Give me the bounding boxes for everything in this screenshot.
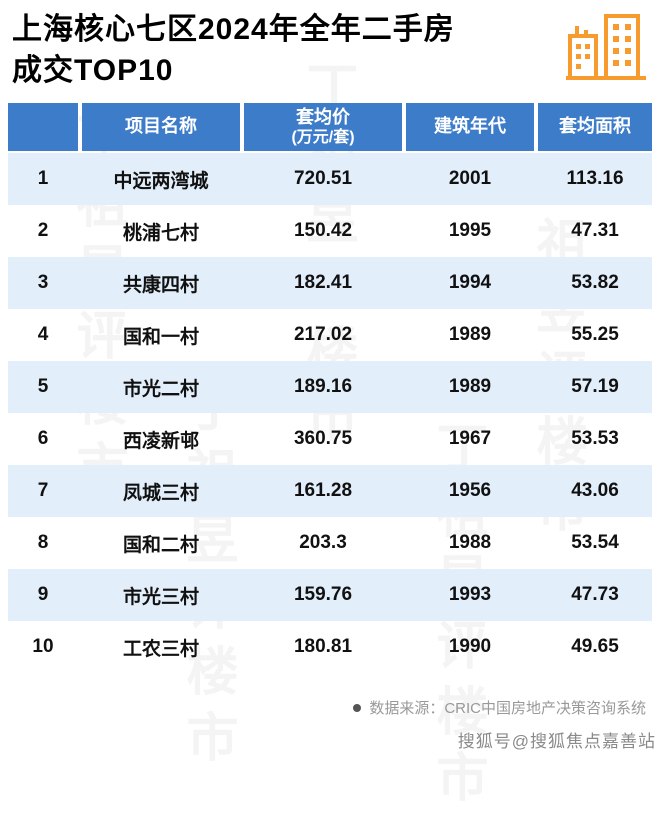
name-cell: 国和一村 [122, 326, 199, 348]
area-cell: 57.19 [571, 376, 619, 397]
rank-cell: 9 [37, 584, 49, 605]
year-cell: 2001 [448, 168, 492, 189]
name-cell: 国和二村 [122, 534, 199, 556]
year-cell: 1989 [448, 376, 492, 397]
name-cell: 凤城三村 [122, 482, 199, 504]
year-cell: 1988 [448, 532, 492, 553]
name-cell: 市光三村 [122, 586, 199, 608]
area-cell: 47.73 [571, 584, 619, 605]
rank-cell: 6 [37, 428, 49, 449]
year-cell: 1993 [448, 584, 492, 605]
top10-table: 项目名称 套均价 (万元/套) 建筑年代 套均面积 1 中远两湾城 720.51… [0, 103, 660, 673]
price-cell: 189.16 [293, 376, 353, 397]
table-row: 1 中远两湾城 720.51 2001 113.16 [8, 153, 652, 205]
table-row: 9 市光三村 159.76 1993 47.73 [8, 569, 652, 621]
year-cell: 1956 [448, 480, 492, 501]
name-cell: 桃浦七村 [122, 222, 199, 244]
area-cell: 43.06 [571, 480, 619, 501]
column-header-area-label: 套均面积 [559, 116, 631, 137]
header: 上海核心七区2024年全年二手房 成交TOP10 [0, 0, 660, 91]
rank-cell: 2 [37, 220, 49, 241]
column-header-year-label: 建筑年代 [434, 116, 506, 137]
column-header-price: 套均价 (万元/套) [244, 103, 402, 151]
name-cell: 西凌新邨 [122, 430, 199, 452]
page-title: 上海核心七区2024年全年二手房 成交TOP10 [12, 10, 648, 91]
table-row: 4 国和一村 217.02 1989 55.25 [8, 309, 652, 361]
rank-cell: 5 [37, 376, 49, 397]
price-cell: 159.76 [293, 584, 353, 605]
year-cell: 1967 [448, 428, 492, 449]
column-header-year: 建筑年代 [406, 103, 534, 151]
price-cell: 161.28 [293, 480, 353, 501]
table-row: 8 国和二村 203.3 1988 53.54 [8, 517, 652, 569]
rank-cell: 10 [32, 636, 54, 657]
year-cell: 1995 [448, 220, 492, 241]
data-source-line: 数据来源：CRIC中国房地产决策咨询系统 [0, 697, 660, 718]
area-cell: 55.25 [571, 324, 619, 345]
table-row: 5 市光二村 189.16 1989 57.19 [8, 361, 652, 413]
price-cell: 360.75 [293, 428, 353, 449]
price-cell: 150.42 [293, 220, 353, 241]
area-cell: 49.65 [571, 636, 619, 657]
column-header-name: 项目名称 [82, 103, 240, 151]
rank-cell: 3 [37, 272, 49, 293]
name-cell: 共康四村 [122, 274, 199, 296]
table-row: 2 桃浦七村 150.42 1995 47.31 [8, 205, 652, 257]
area-cell: 53.82 [571, 272, 619, 293]
rank-cell: 7 [37, 480, 49, 501]
price-cell: 217.02 [293, 324, 353, 345]
buildings-icon [566, 14, 646, 80]
column-header-rank [8, 103, 78, 151]
rank-cell: 8 [37, 532, 49, 553]
data-source-text: 数据来源：CRIC中国房地产决策咨询系统 [369, 700, 646, 717]
bullet-dot-icon [353, 703, 362, 712]
name-cell: 工农三村 [122, 638, 199, 660]
area-cell: 113.16 [566, 168, 624, 189]
year-cell: 1990 [448, 636, 492, 657]
area-cell: 53.53 [571, 428, 619, 449]
table-row: 7 凤城三村 161.28 1956 43.06 [8, 465, 652, 517]
table-row: 6 西凌新邨 360.75 1967 53.53 [8, 413, 652, 465]
table-header-row: 项目名称 套均价 (万元/套) 建筑年代 套均面积 [8, 103, 652, 151]
price-cell: 180.81 [293, 636, 353, 657]
year-cell: 1989 [448, 324, 492, 345]
page-title-line2: 成交TOP10 [12, 53, 174, 87]
table-row: 3 共康四村 182.41 1994 53.82 [8, 257, 652, 309]
column-header-price-line1: 套均价 [296, 106, 350, 127]
table-row: 10 工农三村 180.81 1990 49.65 [8, 621, 652, 673]
area-cell: 47.31 [571, 220, 619, 241]
sohu-watermark: 搜狐号@搜狐焦点嘉善站 [457, 732, 656, 751]
area-cell: 53.54 [571, 532, 619, 553]
price-cell: 203.3 [299, 532, 347, 553]
column-header-price-line2: (万元/套) [291, 129, 355, 147]
name-cell: 中远两湾城 [113, 170, 209, 192]
rank-cell: 1 [37, 168, 49, 189]
page: 丁祖昱评楼市 丁祖昱评楼市 丁祖昱评楼市 丁祖昱评楼市 丁祖昱评楼市 上海核心七… [0, 0, 660, 751]
price-cell: 720.51 [293, 168, 353, 189]
rank-cell: 4 [37, 324, 49, 345]
year-cell: 1994 [448, 272, 492, 293]
page-title-line1: 上海核心七区2024年全年二手房 [12, 13, 455, 46]
name-cell: 市光二村 [122, 378, 199, 400]
column-header-area: 套均面积 [538, 103, 652, 151]
price-cell: 182.41 [293, 272, 353, 293]
column-header-name-label: 项目名称 [125, 116, 197, 137]
